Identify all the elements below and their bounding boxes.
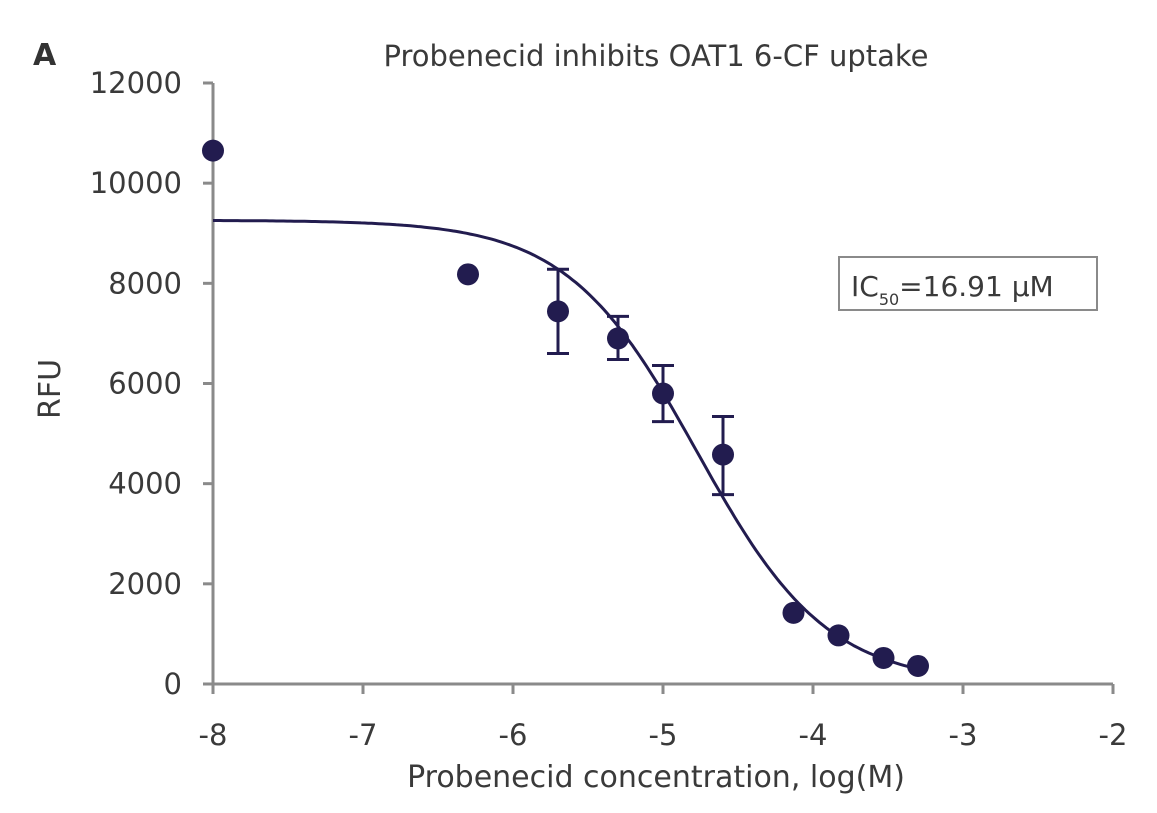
x-tick-label: -4 bbox=[799, 718, 828, 752]
data-point bbox=[712, 443, 734, 466]
data-point bbox=[872, 646, 895, 669]
x-tick-label: -6 bbox=[499, 718, 528, 752]
x-axis-label: Probenecid concentration, log(M) bbox=[407, 760, 905, 795]
y-axis-label: RFU bbox=[33, 359, 68, 419]
x-tick-label: -8 bbox=[199, 718, 228, 752]
data-point bbox=[202, 139, 224, 162]
x-tick-label: -3 bbox=[949, 718, 978, 752]
y-tick-label: 6000 bbox=[108, 367, 182, 401]
panel-label: A bbox=[33, 38, 57, 73]
ic50-annotation: IC50=16.91 μM bbox=[838, 256, 1098, 311]
data-point bbox=[652, 382, 674, 405]
x-tick-label: -2 bbox=[1099, 718, 1128, 752]
y-tick-label: 12000 bbox=[90, 66, 182, 100]
axes bbox=[203, 81, 1115, 694]
fit-curve bbox=[213, 219, 919, 671]
x-tick-label: -5 bbox=[649, 718, 678, 752]
y-tick-label: 10000 bbox=[90, 166, 182, 200]
y-tick-label: 4000 bbox=[108, 467, 182, 501]
y-tick-label: 0 bbox=[164, 667, 182, 701]
data-point bbox=[827, 624, 850, 647]
y-tick-label: 2000 bbox=[108, 567, 182, 601]
data-point bbox=[607, 327, 629, 350]
data-point bbox=[782, 601, 805, 624]
x-tick-label: -7 bbox=[349, 718, 378, 752]
y-tick-label: 8000 bbox=[108, 266, 182, 300]
data-points bbox=[202, 139, 929, 677]
error-bars bbox=[547, 267, 734, 497]
ic50-label: IC50=16.91 μM bbox=[851, 270, 1054, 309]
tick-labels: 0 2000 4000 6000 8000 10000 12000 -8 -7 -6 -5 -4 -3 -… bbox=[90, 66, 1128, 752]
chart-title: Probenecid inhibits OAT1 6-CF uptake bbox=[383, 39, 928, 73]
data-point bbox=[547, 300, 569, 323]
data-point bbox=[457, 263, 479, 286]
annotation-box bbox=[838, 256, 1098, 311]
data-point bbox=[907, 654, 929, 677]
